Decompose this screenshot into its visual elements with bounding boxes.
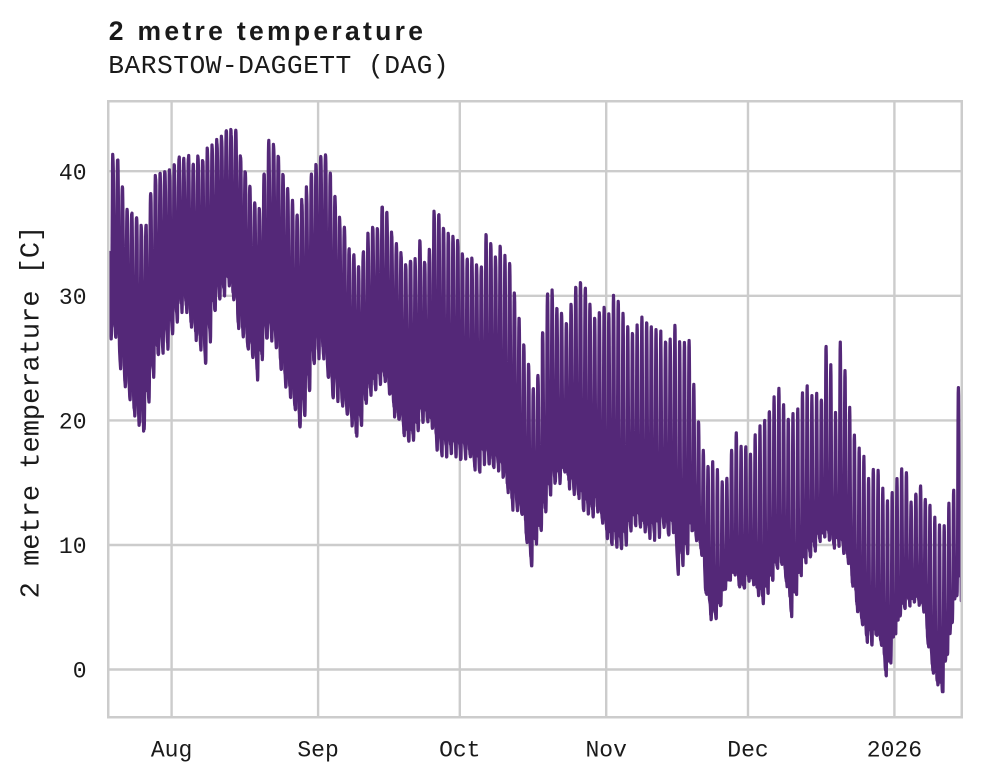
svg-text:0: 0 <box>73 659 87 685</box>
svg-text:Nov: Nov <box>585 738 627 764</box>
svg-text:Oct: Oct <box>439 738 480 764</box>
svg-text:2026: 2026 <box>867 738 922 764</box>
svg-text:30: 30 <box>59 285 87 311</box>
svg-text:BARSTOW-DAGGETT (DAG): BARSTOW-DAGGETT (DAG) <box>108 51 449 81</box>
svg-text:Sep: Sep <box>297 738 338 764</box>
svg-text:Dec: Dec <box>727 738 768 764</box>
svg-text:20: 20 <box>59 410 87 436</box>
svg-text:Aug: Aug <box>151 738 192 764</box>
svg-text:2 metre temperature: 2 metre temperature <box>109 16 427 46</box>
svg-text:10: 10 <box>59 534 87 560</box>
svg-text:2 metre temperature [C]: 2 metre temperature [C] <box>18 226 48 599</box>
svg-text:40: 40 <box>59 160 87 186</box>
